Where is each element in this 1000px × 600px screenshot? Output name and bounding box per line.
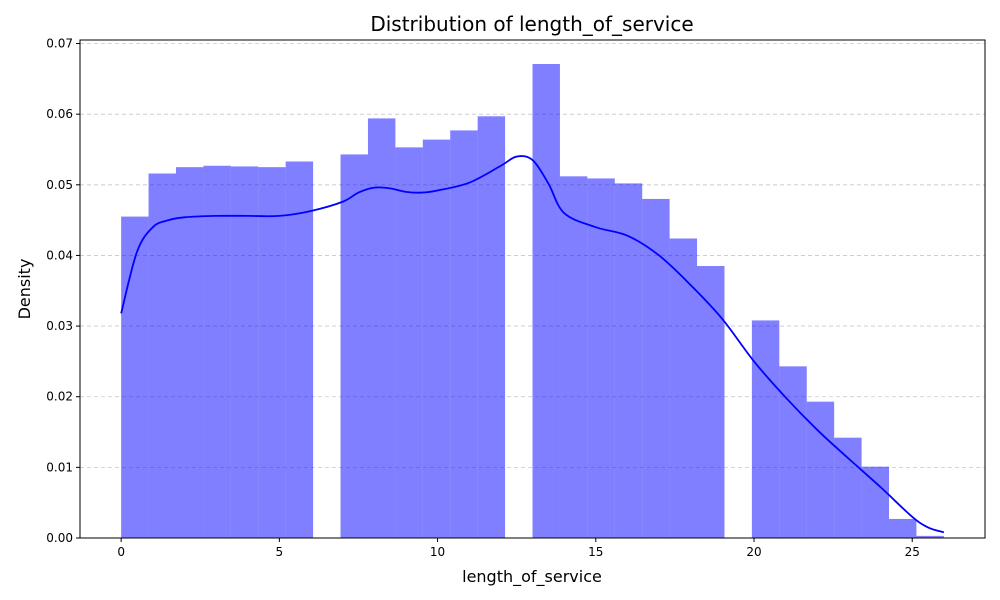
histogram-bar (532, 64, 560, 538)
chart-title: Distribution of length_of_service (370, 12, 693, 36)
y-axis-ticks: 0.00 0.01 0.02 0.03 0.04 0.05 0.06 0.07 (46, 37, 80, 545)
x-tick-label: 25 (905, 545, 920, 559)
histogram-bar (367, 118, 396, 538)
histogram-bar (889, 518, 917, 538)
y-tick-label: 0.07 (46, 37, 73, 51)
histogram-bar (203, 165, 231, 538)
histogram-bar (477, 116, 506, 538)
histogram-bar (614, 183, 643, 538)
x-axis-ticks: 0 5 10 15 20 25 (117, 538, 920, 559)
histogram-bar (861, 466, 890, 538)
x-tick-label: 20 (746, 545, 761, 559)
histogram-bar (642, 198, 670, 539)
histogram-bar (834, 437, 862, 538)
x-tick-label: 15 (588, 545, 603, 559)
y-tick-label: 0.02 (46, 390, 73, 404)
histogram-bar (450, 130, 478, 538)
y-tick-label: 0.04 (46, 248, 73, 262)
histogram-bar (422, 139, 451, 538)
x-tick-label: 5 (276, 545, 284, 559)
histogram-bar (806, 401, 835, 538)
y-tick-label: 0.01 (46, 460, 73, 474)
histogram-bars (121, 64, 944, 539)
y-tick-label: 0.06 (46, 107, 73, 121)
y-axis-label: Density (15, 259, 34, 320)
histogram-bar (669, 238, 698, 538)
y-tick-label: 0.05 (46, 178, 73, 192)
histogram-bar (340, 154, 368, 539)
histogram-bar (148, 173, 176, 538)
y-tick-label: 0.03 (46, 319, 73, 333)
kde-line (120, 155, 945, 534)
histogram-bar (258, 167, 286, 539)
histogram-bar (587, 178, 615, 539)
histogram-bar (285, 161, 314, 539)
histogram-bar (230, 166, 259, 538)
x-tick-label: 10 (430, 545, 445, 559)
histogram-bar (121, 216, 149, 538)
histogram-bar (395, 147, 423, 538)
histogram-bar (779, 366, 807, 538)
plot-frame (79, 39, 986, 539)
histogram-bar (559, 176, 588, 538)
histogram-bar (175, 167, 204, 539)
histogram-bar (697, 266, 725, 538)
histogram-bar (916, 535, 944, 538)
x-tick-label: 0 (117, 545, 125, 559)
y-tick-label: 0.00 (46, 531, 73, 545)
x-axis-label: length_of_service (462, 567, 602, 587)
histogram-bar (751, 320, 780, 538)
